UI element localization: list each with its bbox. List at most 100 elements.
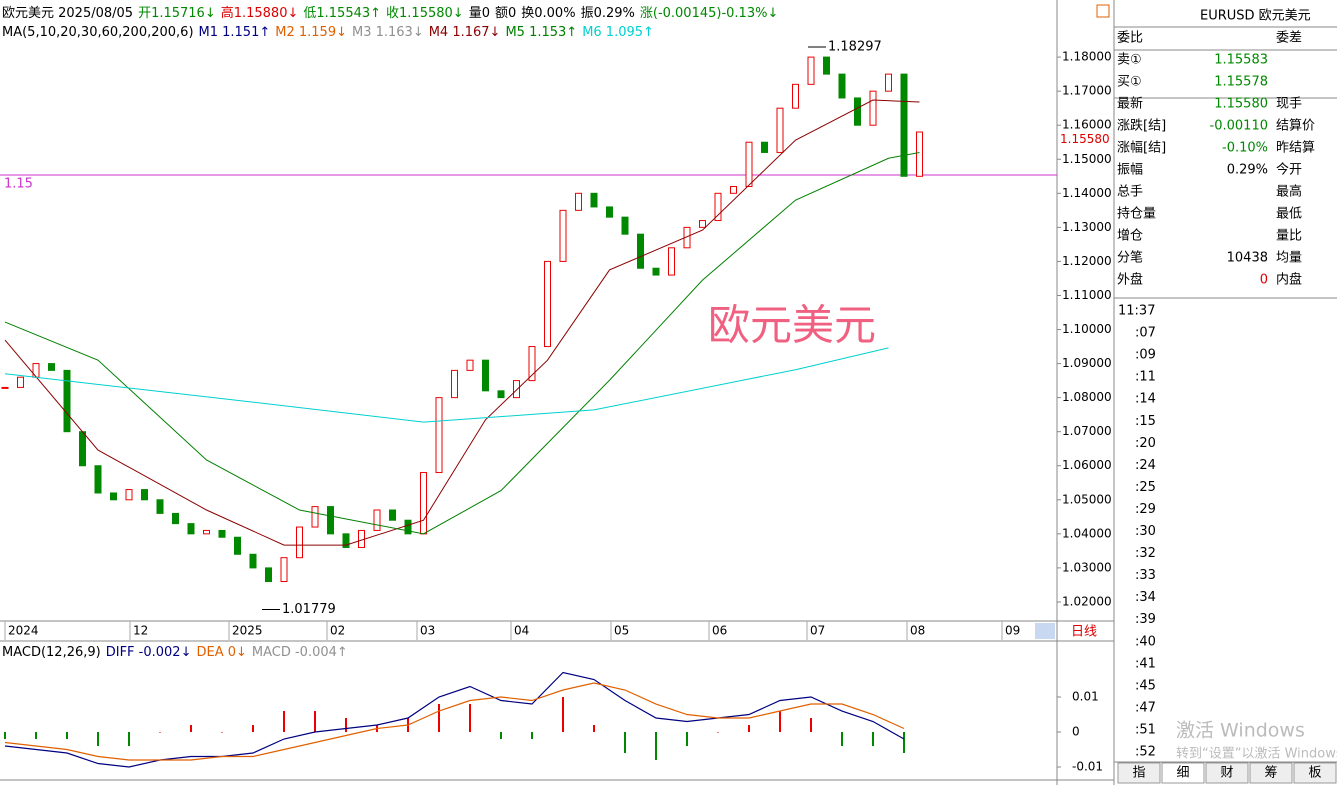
row-label: 委比 (1117, 31, 1143, 46)
time-item: :09 (1135, 348, 1156, 363)
ma-line (4, 99, 920, 546)
y-tick-label: -0.01 (1072, 760, 1103, 774)
macd-bar (66, 732, 68, 740)
macd-bar (903, 732, 905, 754)
time-item: :34 (1135, 590, 1156, 605)
row-right: 量比 (1276, 229, 1302, 244)
time-item: 11:37 (1118, 304, 1155, 319)
tab[interactable] (1293, 762, 1337, 784)
candle (234, 536, 241, 555)
candle (575, 192, 582, 211)
candle (280, 557, 288, 583)
macd-bar (97, 732, 99, 747)
row-label: 涨幅[结] (1117, 141, 1166, 156)
os-watermark-sub: 转到“设置”以激活 Windows。 (1176, 747, 1337, 762)
row-label: 持仓量 (1117, 207, 1156, 222)
row-value: -0.10% (1222, 141, 1268, 156)
time-item: :52 (1135, 745, 1156, 760)
time-item: :29 (1135, 502, 1156, 517)
candle (606, 206, 613, 218)
y-tick-label: 1.04000 (1062, 526, 1112, 540)
macd-bar (469, 704, 471, 733)
row-label: 涨跌[结] (1117, 118, 1166, 134)
macd-bar (872, 732, 874, 747)
candle (48, 363, 55, 371)
header-item: 欧元美元 2025/08/05 (2, 6, 133, 21)
window-button[interactable] (1096, 4, 1110, 18)
macd-bar (810, 718, 812, 733)
macd-bar (128, 732, 130, 747)
scroll-box[interactable] (1035, 623, 1055, 639)
tab-label[interactable]: 细 (1176, 766, 1189, 781)
candle (590, 192, 598, 208)
header-item: 收1.15580↓ (386, 6, 464, 21)
candle (63, 369, 71, 433)
row-right: 昨结算 (1276, 141, 1315, 156)
header-line: 欧元美元 2025/08/05 开1.15716↓ 高1.15880↓ 低1.1554… (2, 5, 778, 21)
macd-bar (562, 697, 564, 733)
macd-bar (314, 711, 316, 733)
candle (327, 506, 334, 535)
y-tick-label: 1.10000 (1062, 322, 1112, 336)
candle (776, 107, 784, 153)
y-tick-label: 1.08000 (1062, 390, 1112, 404)
y-tick-label: 1.17000 (1062, 84, 1112, 98)
candle (528, 346, 536, 382)
tab[interactable] (1161, 762, 1205, 784)
candle (792, 83, 799, 109)
tab[interactable] (1117, 762, 1161, 784)
period-label[interactable]: 日线 (1071, 625, 1097, 640)
candle (621, 216, 629, 235)
row-label: 卖① (1117, 53, 1142, 68)
candle (265, 567, 272, 583)
tab-label[interactable]: 财 (1220, 766, 1233, 781)
tab-label[interactable]: 指 (1132, 766, 1145, 781)
candle (869, 90, 877, 126)
row-right: 现手 (1276, 97, 1302, 112)
time-item: :11 (1135, 370, 1156, 385)
macd-bar (500, 732, 502, 740)
header-item: DEA 0↓ (196, 645, 246, 660)
candle (451, 369, 458, 399)
time-item: :14 (1135, 392, 1156, 407)
y-tick-label: 1.15000 (1062, 152, 1112, 166)
tab-label[interactable]: 筹 (1264, 765, 1277, 781)
candle (296, 526, 303, 559)
tab[interactable] (1205, 762, 1249, 784)
header-item: MACD -0.004↑ (252, 645, 348, 660)
candle (187, 523, 195, 535)
header-line: MA(5,10,20,30,60,200,200,6) M1 1.151↑ M2 1… (2, 25, 654, 40)
candle (823, 56, 830, 75)
row-value: 0.29% (1227, 163, 1268, 178)
header-item: 低1.15543↑ (303, 6, 381, 21)
candle (1, 386, 9, 389)
header-item: 高1.15880↓ (221, 5, 299, 21)
macd-bar (221, 732, 223, 733)
row-right: 委差 (1276, 31, 1302, 46)
y-tick-label: 1.12000 (1062, 254, 1112, 268)
candle (885, 73, 892, 92)
y-tick-label: 1.14000 (1062, 186, 1112, 200)
row-value: 0 (1260, 273, 1268, 288)
candle (156, 499, 164, 514)
y-tick-label: 1.09000 (1062, 356, 1112, 370)
candle (373, 509, 381, 531)
tab[interactable] (1249, 762, 1293, 784)
row-value: 1.15583 (1214, 53, 1268, 68)
candle (652, 267, 660, 276)
time-item: :40 (1135, 634, 1156, 649)
time-item: :45 (1135, 678, 1156, 693)
candle (482, 359, 489, 392)
candle (544, 260, 551, 348)
level-label: 1.15 (4, 177, 33, 192)
candle (730, 186, 737, 194)
x-tick-label: 07 (810, 624, 825, 638)
candle (32, 363, 40, 378)
candle (404, 519, 412, 535)
high-label: 1.18297 (828, 39, 882, 54)
macd-bar (190, 725, 192, 733)
macd-bar (686, 732, 688, 747)
tab-label[interactable]: 板 (1308, 766, 1321, 781)
candle (311, 506, 319, 528)
time-item: :24 (1135, 458, 1156, 473)
